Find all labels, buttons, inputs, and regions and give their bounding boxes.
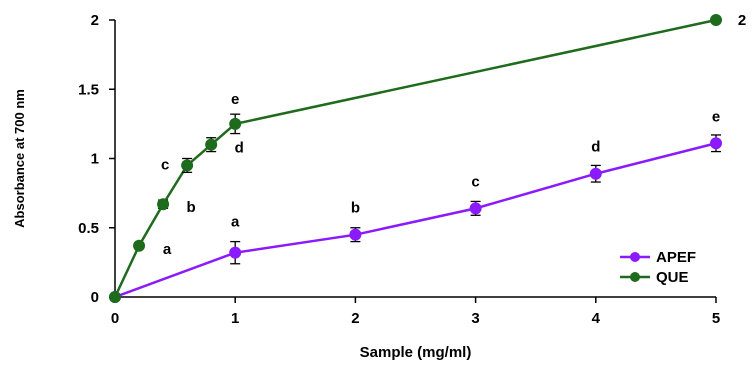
x-tick-label: 1 (231, 310, 239, 327)
legend-marker (630, 252, 640, 262)
y-tick-label: 2 (91, 12, 99, 29)
y-tick-label: 0.5 (78, 220, 99, 237)
data-point (710, 137, 722, 150)
series-que (109, 14, 722, 303)
significance-labels: a b c d e a b c d e 2 (161, 12, 746, 258)
significance-label: c (471, 173, 479, 190)
significance-label: a (231, 214, 240, 231)
y-tick-label: 1 (91, 151, 99, 168)
data-point (469, 202, 482, 215)
data-point (229, 246, 242, 259)
significance-label: 2 (738, 12, 746, 29)
data-point (710, 14, 722, 26)
axes: 0 1 2 3 4 5 0 0.5 1 1.5 2 (78, 12, 720, 327)
significance-label: d (235, 140, 244, 157)
y-axis-title: Absorbance at 700 nm (12, 89, 27, 228)
legend-marker (630, 272, 640, 282)
x-tick-label: 0 (111, 310, 119, 327)
x-tick-label: 2 (351, 310, 359, 327)
data-point (229, 117, 242, 130)
series-line (114, 142, 717, 299)
x-tick-label: 3 (471, 310, 479, 327)
significance-label: a (163, 241, 172, 258)
data-point (181, 159, 194, 172)
x-tick-label: 4 (592, 310, 601, 327)
legend: APEF QUE (620, 249, 696, 286)
data-point (109, 291, 121, 303)
significance-label: b (351, 200, 360, 217)
x-axis-title: Sample (mg/ml) (360, 344, 472, 361)
y-tick-label: 1.5 (78, 81, 99, 98)
significance-label: c (161, 156, 169, 173)
data-point (589, 167, 602, 180)
legend-label: APEF (656, 249, 696, 266)
significance-label: b (186, 199, 195, 216)
data-point (157, 198, 170, 211)
data-point (205, 138, 218, 151)
legend-label: QUE (656, 269, 689, 286)
significance-label: e (712, 108, 720, 125)
series-line (113, 18, 717, 298)
data-point (349, 228, 362, 241)
series-layer (109, 14, 722, 303)
series-apef (109, 134, 722, 303)
data-point (133, 239, 146, 252)
y-tick-label: 0 (91, 289, 99, 306)
significance-label: e (231, 91, 239, 108)
x-tick-label: 5 (712, 310, 720, 327)
significance-label: d (591, 139, 600, 156)
